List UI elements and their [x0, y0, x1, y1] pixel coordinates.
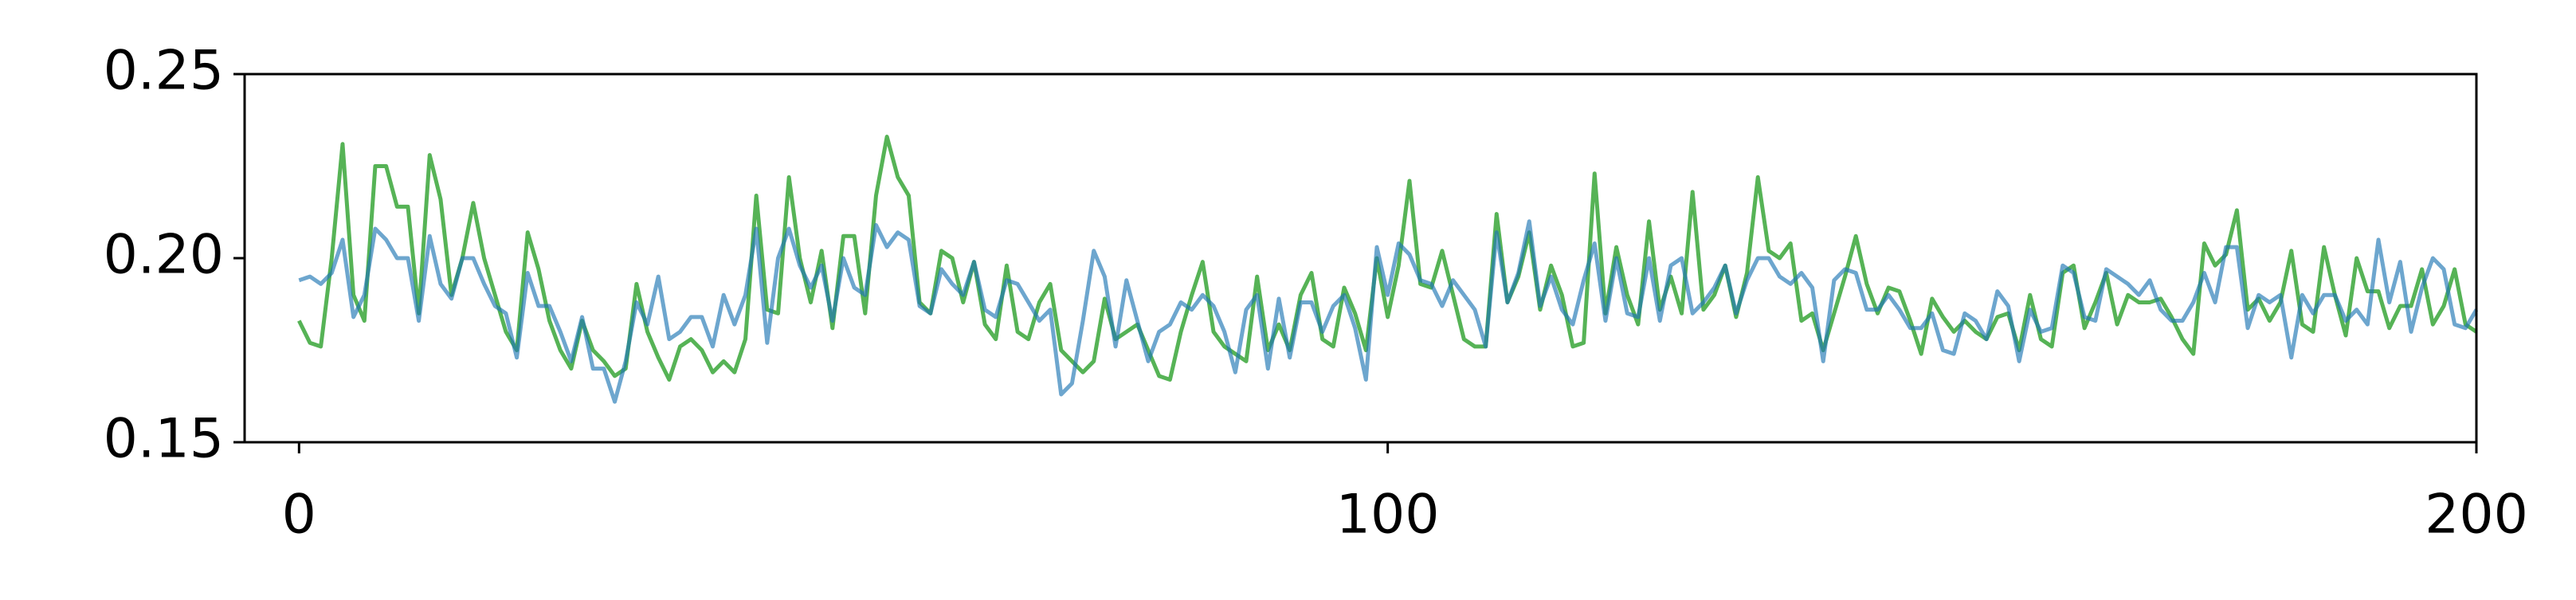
y-tick-label: 0.25 — [104, 40, 224, 103]
x-tick-label: 100 — [1336, 484, 1440, 547]
y-tick-label: 0.20 — [104, 224, 224, 287]
plot-frame — [243, 73, 2478, 444]
x-tick-label: 200 — [2425, 484, 2528, 547]
y-tick-label: 0.15 — [104, 408, 224, 471]
series-line — [297, 135, 2478, 382]
series-line — [298, 219, 2479, 404]
x-tick-label: 0 — [282, 484, 316, 547]
